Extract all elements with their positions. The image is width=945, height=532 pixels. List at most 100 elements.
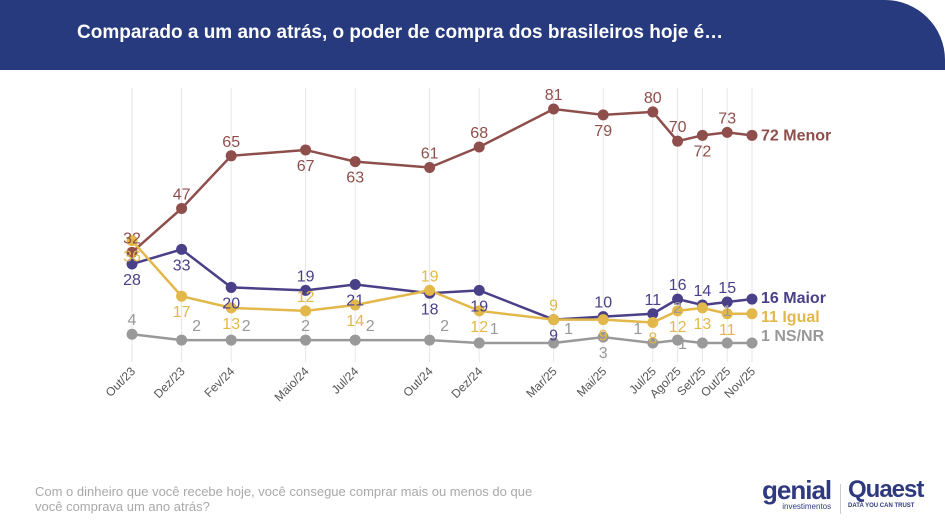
series-end-label: 72 Menor [761,127,831,144]
data-point [672,334,684,346]
data-point [672,135,684,147]
quaest-logo: Quaest DATA YOU CAN TRUST [848,478,924,511]
data-label: 11 [719,322,736,339]
data-point [126,235,138,247]
data-label: 12 [669,319,687,336]
data-point [548,337,560,349]
data-point [672,305,684,317]
data-label: 9 [549,298,558,315]
data-point [176,243,188,255]
data-label: 8 [648,331,657,348]
data-point [349,156,361,168]
data-label: 67 [297,158,315,175]
data-label: 3 [599,345,608,362]
data-point [176,202,188,214]
genial-logo-sub: investimentos [782,502,832,511]
x-tick-label: Fev/24 [201,364,237,400]
data-label: 2 [192,318,201,335]
data-point [176,290,188,302]
data-label: 73 [718,110,736,127]
data-point [424,284,436,296]
data-label: 12 [470,319,488,336]
data-label: 21 [346,293,364,310]
line-chart: Out/23 Dez/23 Fev/24 Maio/24 Jul/24 Out/24 Dez… [103,87,832,404]
data-label: 1 [633,321,642,338]
x-tick-label: Jul/24 [329,364,362,397]
data-point [672,293,684,305]
data-label: 14 [346,313,364,330]
logo-divider [840,484,841,514]
x-tick-label: Dez/24 [449,364,486,401]
data-label: 9 [549,328,558,345]
data-label: 72 [694,143,712,160]
data-label: 2 [301,318,310,335]
data-point [746,308,758,320]
data-label: 2 [366,318,375,335]
data-point [473,305,485,317]
data-label: 13 [222,316,240,333]
data-point [696,302,708,314]
data-label: 13 [694,316,712,333]
data-point [225,334,237,346]
data-label: 14 [694,283,712,300]
data-point [176,334,188,346]
data-point [647,106,659,118]
data-point [473,284,485,296]
data-point [647,308,659,320]
data-label: 81 [545,87,563,104]
data-point [746,337,758,349]
data-label: 19 [421,268,439,285]
data-label: 2 [242,318,251,335]
data-label: 47 [173,186,191,203]
data-point [721,337,733,349]
data-point [300,334,312,346]
genial-logo-text: genial [762,475,832,505]
data-label: 65 [222,134,240,151]
data-label: 20 [222,295,240,312]
genial-logo: genial investimentos [762,475,832,511]
data-label: 2 [440,318,449,335]
data-label: 79 [594,123,612,140]
data-point [349,299,361,311]
x-tick-label: Out/23 [103,364,139,400]
data-point [696,129,708,141]
data-point [424,334,436,346]
data-label: 10 [594,295,612,312]
data-point [473,141,485,153]
data-label: 18 [421,301,439,318]
data-label: 12 [297,289,315,306]
data-point [597,314,609,326]
data-point [225,281,237,293]
x-tick-label: Mar/25 [523,364,560,401]
quaest-logo-sub: DATA YOU CAN TRUST [848,503,915,509]
data-point [126,258,138,270]
data-label: 70 [669,119,687,136]
data-point [746,129,758,141]
x-tick-label: Out/24 [400,364,436,400]
series-end-label: 16 Maior [761,290,826,307]
series-end-label: 11 Igual [761,309,820,326]
data-label: 16 [669,277,687,294]
x-tick-label: Dez/23 [151,364,188,401]
data-point [126,246,138,258]
data-label: 32 [123,230,141,247]
data-label: 80 [644,90,662,107]
data-point [597,331,609,343]
data-point [349,334,361,346]
chart-title: Comparado a um ano atrás, o poder de com… [77,22,724,43]
data-point [647,337,659,349]
data-label: 2 [673,300,682,317]
data-point [721,296,733,308]
data-label: 19 [470,298,488,315]
data-point [647,317,659,329]
data-point [746,293,758,305]
data-point [300,144,312,156]
series-end-label: 1 NS/NR [761,328,825,345]
series-line-nsnr [131,332,752,345]
data-point [300,284,312,296]
data-label: 1 [723,303,732,320]
data-point [424,162,436,173]
series-line-menor [131,107,753,254]
data-label: 4 [128,312,137,329]
data-label: 19 [297,268,315,285]
